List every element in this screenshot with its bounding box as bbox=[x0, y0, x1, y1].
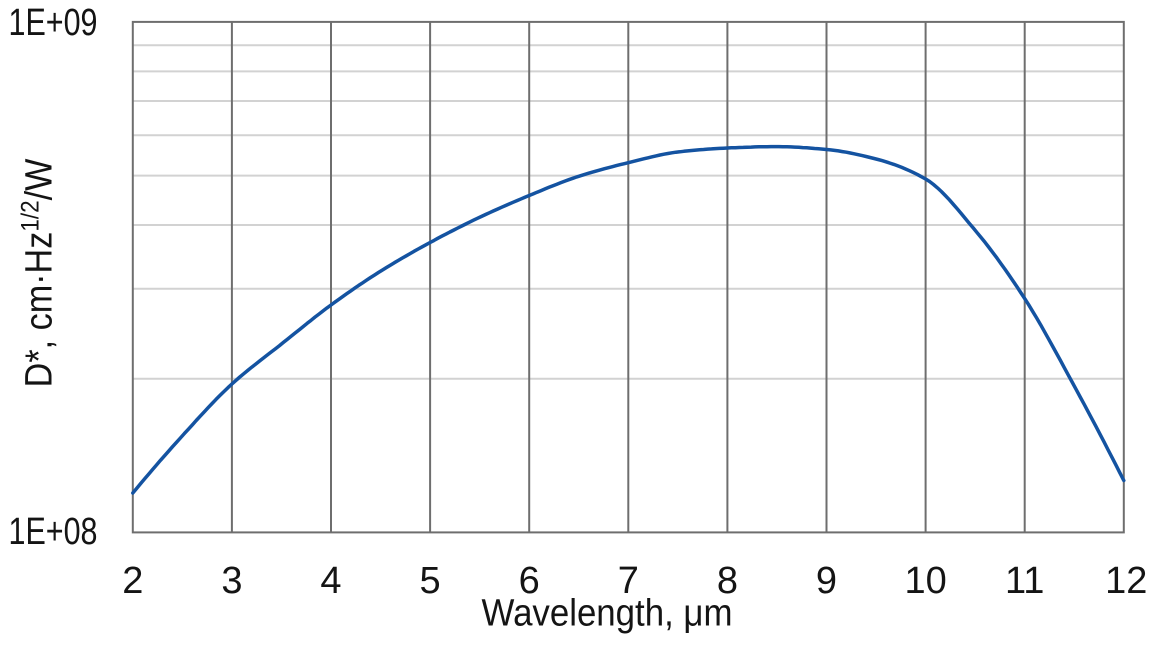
svg-text:5: 5 bbox=[420, 560, 441, 602]
svg-text:8: 8 bbox=[717, 560, 738, 602]
svg-text:2: 2 bbox=[122, 560, 143, 602]
svg-text:1E+09: 1E+09 bbox=[9, 2, 98, 44]
svg-text:12: 12 bbox=[1105, 560, 1147, 602]
svg-text:6: 6 bbox=[519, 560, 540, 602]
svg-text:11: 11 bbox=[1005, 560, 1044, 602]
svg-text:Wavelength, μm: Wavelength, μm bbox=[482, 593, 733, 635]
svg-text:10: 10 bbox=[904, 560, 946, 602]
svg-text:4: 4 bbox=[320, 560, 341, 602]
svg-text:9: 9 bbox=[816, 560, 837, 602]
svg-text:7: 7 bbox=[618, 560, 639, 602]
svg-text:3: 3 bbox=[221, 560, 242, 602]
svg-text:1E+08: 1E+08 bbox=[9, 511, 98, 553]
svg-text:D*, cm·Hz1/2/W: D*, cm·Hz1/2/W bbox=[16, 159, 59, 388]
